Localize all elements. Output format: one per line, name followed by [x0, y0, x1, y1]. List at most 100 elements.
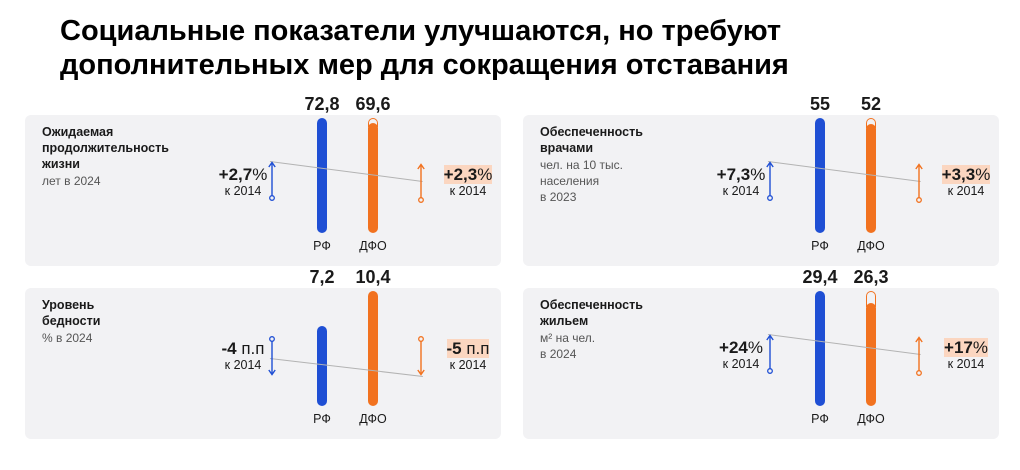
bar-value-rf: 55: [809, 94, 831, 114]
change-dfo: +17% к 2014: [931, 338, 1001, 371]
change-rf-value: +2,7%: [208, 165, 278, 184]
arrow-down-icon: [417, 336, 425, 376]
change-rf-value: +7,3%: [706, 165, 776, 184]
card-title-line: Обеспеченность: [540, 298, 643, 312]
change-dfo-value: +3,3%: [931, 165, 1001, 184]
arrow-down-icon: [268, 336, 276, 376]
change-rf-base: к 2014: [224, 358, 262, 372]
gap-outline: [866, 118, 876, 129]
card-title-line: врачами: [540, 141, 594, 155]
change-rf-unit: п.п: [236, 339, 265, 358]
category-label-dfo: ДФО: [857, 412, 885, 426]
change-rf-unit: %: [252, 165, 268, 184]
category-label-dfo: ДФО: [359, 239, 387, 253]
change-dfo-number: -5: [446, 339, 462, 358]
card-title-line: жильем: [540, 314, 589, 328]
card-subtitle-line: населения: [540, 174, 600, 188]
trend-connector: [767, 334, 921, 355]
arrow-up-icon: [915, 336, 923, 376]
card-title: Обеспеченность жильем: [540, 297, 700, 329]
arrow-up-icon: [268, 161, 276, 201]
bar-value-rf: 7,2: [309, 267, 335, 287]
card-title-line: продолжительность: [42, 141, 169, 155]
card-title: Ожидаемая продолжительность жизни: [42, 124, 202, 172]
indicator-card: Уровень бедности % в 2024 7,2 10,4 РФ ДФО -4 п…: [25, 267, 503, 439]
bar-rf: [317, 118, 327, 233]
title-line-1: Социальные показатели улучшаются, но тре…: [60, 15, 782, 47]
indicator-card: Обеспеченность жильем м² на чел. в 2024 29,4…: [523, 267, 1001, 439]
card-subtitle: чел. на 10 тыс. населения в 2023: [540, 157, 700, 205]
arrow-up-icon: [766, 334, 774, 374]
trend-connector: [269, 161, 423, 182]
bar-dfo: [866, 124, 876, 233]
category-label-dfo: ДФО: [857, 239, 885, 253]
arrow-up-icon: [417, 163, 425, 203]
category-label-rf: РФ: [313, 412, 331, 426]
change-rf-value: +24%: [706, 338, 776, 357]
gap-outline: [866, 291, 876, 308]
bar-rf: [317, 326, 327, 406]
card-subtitle: лет в 2024: [42, 173, 202, 189]
category-label-rf: РФ: [313, 239, 331, 253]
card-subtitle-line: % в 2024: [42, 331, 93, 345]
change-rf-unit: %: [750, 165, 766, 184]
change-rf-unit: %: [747, 338, 763, 357]
change-rf-number: +7,3: [716, 165, 751, 184]
change-dfo-unit: %: [477, 165, 493, 184]
card-subtitle-line: чел. на 10 тыс.: [540, 158, 623, 172]
card-subtitle: м² на чел. в 2024: [540, 330, 700, 362]
change-dfo: -5 п.п к 2014: [433, 339, 503, 372]
change-dfo-base: к 2014: [947, 357, 985, 371]
category-label-rf: РФ: [811, 239, 829, 253]
card-subtitle-line: м² на чел.: [540, 331, 596, 345]
bar-value-rf: 29,4: [802, 267, 838, 287]
change-dfo-unit: %: [972, 338, 988, 357]
bar-dfo: [368, 123, 378, 233]
change-rf-number: -4: [221, 339, 237, 358]
change-rf-base: к 2014: [224, 184, 262, 198]
change-rf: -4 п.п к 2014: [208, 339, 278, 372]
change-dfo-value: +2,3%: [433, 165, 503, 184]
bar-rf: [815, 291, 825, 406]
category-label-rf: РФ: [811, 412, 829, 426]
change-dfo-value: -5 п.п: [433, 339, 503, 358]
card-title-line: Уровень: [42, 298, 95, 312]
card-title: Обеспеченность врачами: [540, 124, 700, 156]
bar-value-dfo: 26,3: [853, 267, 889, 287]
card-title-line: бедности: [42, 314, 101, 328]
change-dfo-base: к 2014: [449, 358, 487, 372]
card-title: Уровень бедности: [42, 297, 202, 329]
title-line-2: дополнительных мер для сокращения отстав…: [60, 49, 789, 81]
card-title-line: Обеспеченность: [540, 125, 643, 139]
indicator-card: Ожидаемая продолжительность жизни лет в 202…: [25, 94, 503, 266]
change-rf-value: -4 п.п: [208, 339, 278, 358]
card-title-line: Ожидаемая: [42, 125, 114, 139]
card-subtitle: % в 2024: [42, 330, 202, 346]
change-dfo: +3,3% к 2014: [931, 165, 1001, 198]
change-rf-base: к 2014: [722, 184, 760, 198]
bar-value-rf: 72,8: [304, 94, 340, 114]
change-rf-number: +2,7: [218, 165, 253, 184]
change-rf-base: к 2014: [722, 357, 760, 371]
change-rf: +2,7% к 2014: [208, 165, 278, 198]
change-rf: +7,3% к 2014: [706, 165, 776, 198]
change-dfo-base: к 2014: [449, 184, 487, 198]
change-dfo-number: +3,3: [941, 165, 976, 184]
bar-value-dfo: 69,6: [355, 94, 391, 114]
bar-rf: [815, 118, 825, 233]
card-subtitle-line: лет в 2024: [42, 174, 101, 188]
change-rf-number: +24: [719, 338, 748, 357]
card-title-line: жизни: [42, 157, 80, 171]
change-dfo-base: к 2014: [947, 184, 985, 198]
change-dfo-number: +2,3: [443, 165, 478, 184]
arrow-up-icon: [915, 163, 923, 203]
change-rf: +24% к 2014: [706, 338, 776, 371]
bar-value-dfo: 52: [860, 94, 882, 114]
card-subtitle-line: в 2023: [540, 190, 577, 204]
change-dfo-value: +17%: [931, 338, 1001, 357]
card-subtitle-line: в 2024: [540, 347, 577, 361]
change-dfo-unit: %: [975, 165, 991, 184]
arrow-up-icon: [766, 161, 774, 201]
gap-outline: [368, 118, 378, 128]
bar-dfo: [866, 303, 876, 406]
